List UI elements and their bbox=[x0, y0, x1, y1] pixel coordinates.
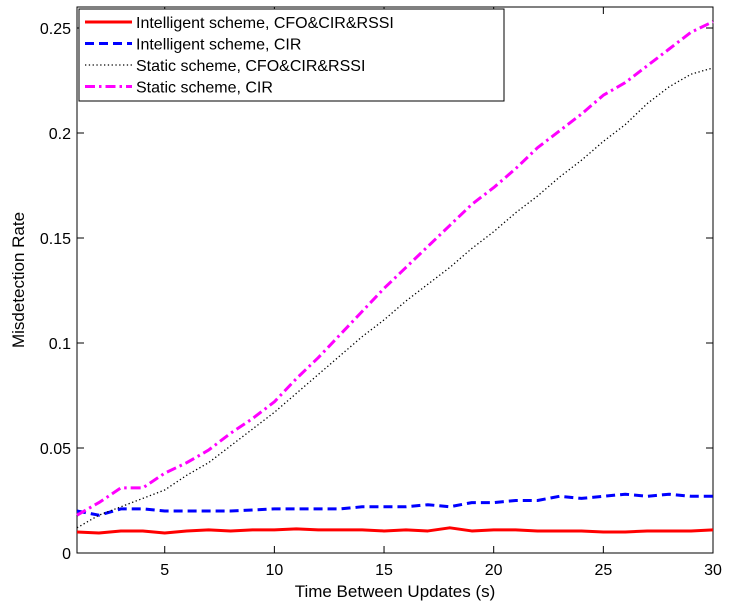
y-tick-label: 0.05 bbox=[40, 441, 71, 458]
series-line-static-scheme-cir bbox=[76, 20, 714, 517]
legend-label: Intelligent scheme, CFO&CIR&RSSI bbox=[136, 15, 394, 32]
y-tick-label: 0.15 bbox=[40, 231, 71, 248]
x-tick-label: 30 bbox=[704, 562, 722, 579]
x-tick-label: 5 bbox=[160, 562, 169, 579]
legend-label: Static scheme, CIR bbox=[136, 80, 273, 97]
x-tick-label: 25 bbox=[594, 562, 612, 579]
x-tick-label: 10 bbox=[265, 562, 283, 579]
series-line-intelligent-scheme-cir bbox=[76, 492, 713, 517]
y-tick-label: 0.2 bbox=[49, 126, 71, 143]
legend-label: Intelligent scheme, CIR bbox=[136, 37, 301, 54]
y-axis-label: Misdetection Rate bbox=[9, 212, 28, 348]
series-line-static-scheme-cfo-cir-rssi bbox=[76, 67, 714, 529]
series-line-intelligent-scheme-cfo-cir-rssi bbox=[76, 526, 714, 535]
legend: Intelligent scheme, CFO&CIR&RSSI Intellig… bbox=[78, 8, 505, 102]
axis-ticks: 5 10 15 20 25 30 0 0.05 0.1 0.15 0.2 0.25 bbox=[40, 7, 722, 579]
x-tick-label: 20 bbox=[485, 562, 503, 579]
series-layer bbox=[76, 20, 714, 535]
y-tick-label: 0 bbox=[62, 546, 71, 563]
y-tick-label: 0.1 bbox=[49, 336, 71, 353]
legend-label: Static scheme, CFO&CIR&RSSI bbox=[136, 58, 365, 75]
x-tick-label: 15 bbox=[375, 562, 393, 579]
x-axis-label: Time Between Updates (s) bbox=[295, 582, 496, 601]
plot-area bbox=[76, 6, 714, 554]
y-tick-label: 0.25 bbox=[40, 21, 71, 38]
legend-box bbox=[78, 8, 505, 102]
